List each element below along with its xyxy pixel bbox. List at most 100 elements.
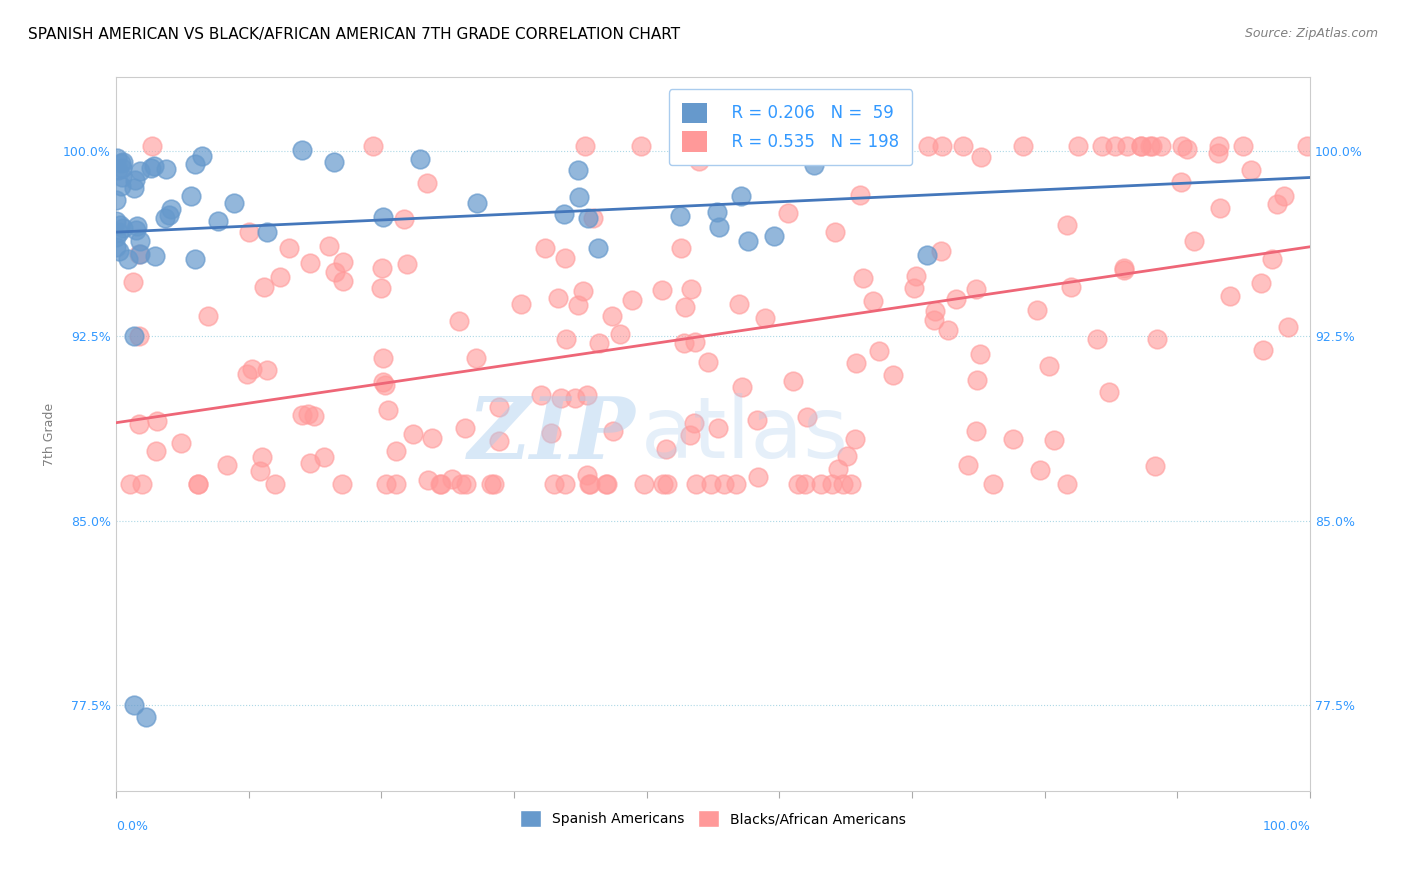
Point — [903, 281, 925, 295]
Point — [253, 280, 276, 294]
Point — [576, 211, 599, 226]
Point — [540, 425, 562, 440]
Point — [187, 476, 209, 491]
Point — [222, 196, 245, 211]
Point — [905, 269, 928, 284]
Point — [408, 152, 430, 166]
Point — [332, 274, 354, 288]
Point — [672, 335, 695, 350]
Point — [685, 476, 707, 491]
Point — [416, 177, 439, 191]
Point — [488, 434, 510, 448]
Point — [215, 458, 238, 472]
Point — [488, 400, 510, 414]
Point — [110, 169, 132, 184]
Point — [844, 432, 866, 446]
Point — [1265, 196, 1288, 211]
Point — [737, 234, 759, 248]
Point — [651, 283, 673, 297]
Point — [396, 257, 419, 271]
Point — [778, 206, 800, 220]
Point — [104, 193, 127, 207]
Point — [449, 314, 471, 328]
Point — [966, 425, 988, 439]
Point — [183, 252, 205, 267]
Point — [796, 409, 818, 424]
Point — [180, 188, 202, 202]
Point — [839, 476, 862, 491]
Point — [110, 161, 132, 176]
Point — [936, 323, 959, 337]
Point — [586, 241, 609, 255]
Point — [1261, 252, 1284, 267]
Point — [429, 476, 451, 491]
Point — [786, 139, 808, 153]
Point — [1085, 332, 1108, 346]
Point — [1060, 279, 1083, 293]
Point — [110, 156, 132, 170]
Point — [800, 139, 823, 153]
Point — [688, 153, 710, 168]
Point — [384, 444, 406, 458]
Point — [155, 162, 177, 177]
Point — [621, 293, 644, 308]
Point — [683, 416, 706, 430]
Point — [297, 407, 319, 421]
Point — [924, 312, 946, 326]
Point — [108, 225, 131, 239]
Point — [754, 310, 776, 325]
Point — [1002, 432, 1025, 446]
Point — [120, 476, 142, 491]
Point — [142, 159, 165, 173]
Point — [121, 275, 143, 289]
Point — [1114, 263, 1136, 277]
Point — [582, 211, 605, 225]
Point — [318, 238, 340, 252]
Point — [143, 249, 166, 263]
Point — [575, 388, 598, 402]
Point — [139, 161, 162, 175]
Point — [952, 139, 974, 153]
Point — [392, 212, 415, 227]
Point — [302, 409, 325, 424]
Point — [1028, 462, 1050, 476]
Point — [862, 293, 884, 308]
Point — [1056, 218, 1078, 232]
Point — [1209, 201, 1232, 215]
Point — [824, 139, 846, 153]
Point — [969, 346, 991, 360]
Point — [602, 424, 624, 438]
Point — [122, 180, 145, 194]
Point — [654, 442, 676, 456]
Point — [465, 195, 488, 210]
Point — [110, 219, 132, 233]
Point — [125, 219, 148, 234]
Point — [568, 190, 591, 204]
Point — [572, 285, 595, 299]
Point — [534, 241, 557, 255]
Point — [256, 225, 278, 239]
Point — [1251, 343, 1274, 358]
Point — [731, 380, 754, 394]
Point — [256, 363, 278, 377]
Point — [122, 329, 145, 343]
Point — [673, 300, 696, 314]
Point — [970, 150, 993, 164]
Point — [783, 139, 806, 153]
Point — [713, 476, 735, 491]
Point — [1091, 139, 1114, 153]
Point — [848, 188, 870, 202]
Point — [564, 391, 586, 405]
Point — [1140, 139, 1163, 153]
Point — [554, 251, 576, 265]
Point — [159, 202, 181, 216]
Point — [441, 472, 464, 486]
Point — [763, 228, 786, 243]
Point — [291, 408, 314, 422]
Point — [630, 139, 652, 153]
Point — [779, 139, 801, 153]
Point — [966, 372, 988, 386]
Point — [696, 355, 718, 369]
Point — [554, 476, 576, 491]
Text: 0.0%: 0.0% — [115, 820, 148, 833]
